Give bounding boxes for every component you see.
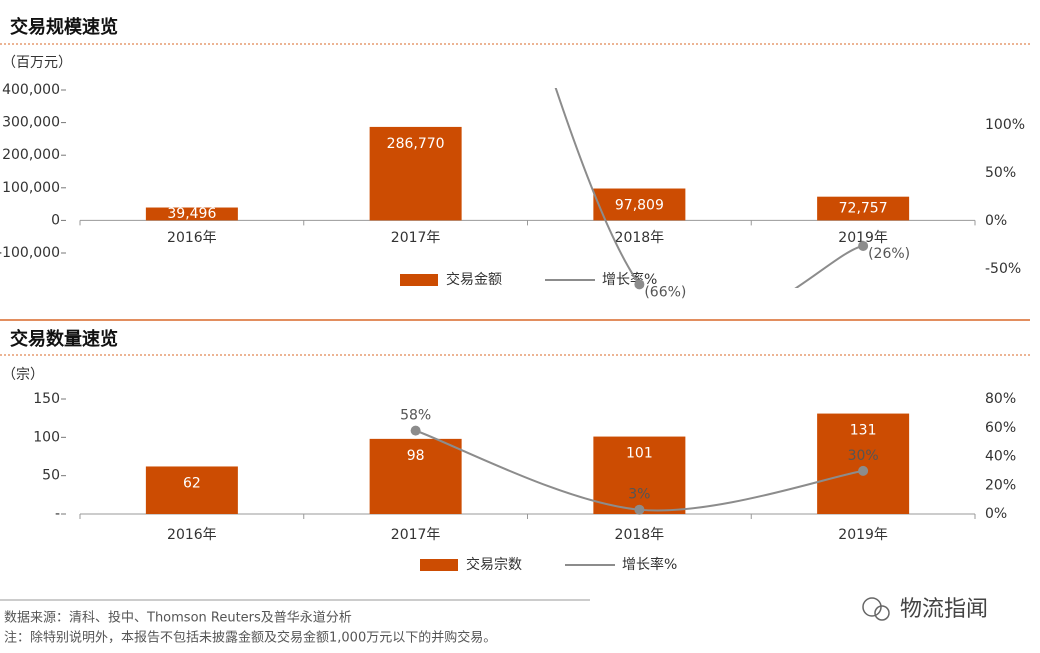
bar (145, 207, 238, 221)
data-label: 39,496 (167, 206, 216, 222)
legend-label: 交易金额 (446, 271, 502, 288)
bar (145, 466, 238, 514)
y2-tick-label: 50% (985, 165, 1016, 181)
data-label: 101 (626, 446, 653, 462)
x-tick-label: 2016年 (167, 230, 217, 246)
x-tick-label: 2016年 (167, 527, 217, 543)
source: 数据来源：清科、投中、Thomson Reuters及普华永道分析 (4, 610, 352, 626)
bar (817, 413, 910, 514)
y-tick-label: 300,000 (2, 115, 60, 131)
legend-swatch (420, 559, 458, 571)
legend-label: 交易宗数 (466, 556, 522, 573)
y2-tick-label: 100% (985, 117, 1025, 133)
data-label: 62 (183, 475, 201, 491)
y-tick-label: 400,000 (2, 82, 60, 98)
x-tick-label: 2018年 (615, 230, 665, 246)
data-label: 131 (850, 423, 877, 439)
growth-point (858, 465, 869, 476)
y-tick-label: 100 (33, 429, 60, 445)
growth-point (634, 504, 645, 515)
y-tick-label: 50 (42, 468, 60, 484)
chart-title: 交易数量速览 (10, 328, 118, 350)
data-label: 3% (628, 487, 650, 503)
watermark: 物流指闻 (900, 597, 988, 622)
bar (593, 436, 686, 514)
y-tick-label: 100,000 (2, 180, 60, 196)
data-label: 286,770 (387, 136, 445, 152)
y2-tick-label: 40% (985, 449, 1016, 465)
growth-point (634, 279, 645, 290)
data-label: 97,809 (615, 198, 664, 214)
y-tick-label: - (55, 506, 60, 522)
data-label: 30% (848, 448, 879, 464)
y2-tick-label: 20% (985, 477, 1016, 493)
legend-label: 增长率% (622, 556, 677, 573)
data-label: (66%) (644, 284, 686, 300)
growth-point (410, 425, 421, 436)
y-tick-label: 200,000 (2, 147, 60, 163)
bar (369, 438, 462, 514)
growth-line (554, 88, 864, 288)
x-tick-label: 2017年 (391, 527, 441, 543)
wechat-icon (862, 597, 882, 617)
y2-tick-label: 0% (985, 213, 1007, 229)
chart-title: 交易规模速览 (10, 16, 118, 38)
note: 注：除特别说明外，本报告不包括未披露金额及交易金额1,000万元以下的并购交易。 (4, 630, 496, 646)
y-tick-label: 0 (51, 212, 60, 228)
x-tick-label: 2019年 (838, 230, 888, 246)
wechat-icon (874, 605, 890, 621)
x-tick-label: 2017年 (391, 230, 441, 246)
data-label: (26%) (868, 246, 910, 262)
bar (593, 188, 686, 221)
x-tick-label: 2019年 (838, 527, 888, 543)
bar (817, 196, 910, 221)
legend-swatch (400, 274, 438, 286)
y2-tick-label: 60% (985, 420, 1016, 436)
y2-tick-label: 0% (985, 506, 1007, 522)
y-tick-label: -100,000 (0, 245, 60, 261)
data-label: 58% (400, 408, 431, 424)
data-label: 98 (407, 448, 425, 464)
growth-point (858, 240, 869, 251)
x-tick-label: 2018年 (615, 527, 665, 543)
y-tick-label: 150 (33, 391, 60, 407)
y-axis-unit: （百万元） (2, 55, 72, 71)
y2-tick-label: -50% (985, 261, 1021, 277)
y2-tick-label: 80% (985, 391, 1016, 407)
bar (369, 126, 462, 221)
y-axis-unit: （宗） (2, 367, 44, 383)
data-label: 72,757 (839, 201, 888, 217)
